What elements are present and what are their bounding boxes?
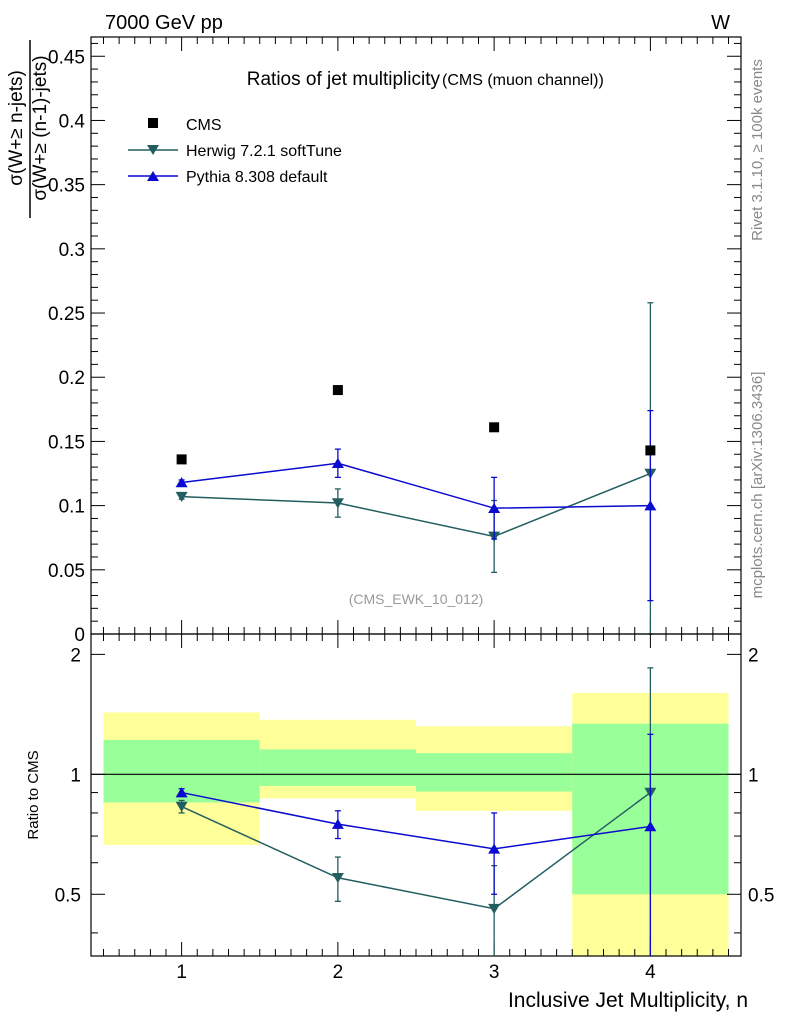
legend-pythia-marker — [147, 171, 159, 181]
legend: CMS Herwig 7.2.1 softTune Pythia 8.308 d… — [128, 117, 342, 186]
main-y-tick-label: 0.45 — [48, 47, 85, 68]
cms-point — [176, 454, 187, 465]
main-y-tick-label: 0.4 — [59, 111, 86, 132]
herwig-ratio-line — [181, 791, 651, 910]
legend-entry-pythia: Pythia 8.308 default — [128, 169, 328, 186]
ratio-y-tick-label-right: 1 — [748, 765, 759, 786]
herwig-point — [331, 498, 344, 509]
main-y-tick-label: 0.25 — [48, 304, 85, 325]
header-process-label: W — [711, 12, 730, 34]
main-y-tick-label: 0.05 — [48, 561, 85, 582]
pythia-ratio-point — [331, 818, 344, 829]
main-panel: 0 0.05 0.1 0.15 0.2 0.25 0.3 0.35 0.4 0.45 — [48, 36, 742, 646]
x-axis-label: Inclusive Jet Multiplicity, n — [508, 989, 748, 1012]
ratio-y-tick-label: 1 — [70, 765, 81, 786]
pythia-point — [175, 477, 188, 488]
pythia-ratio-point — [488, 843, 501, 854]
ratio-y-axis-label: Ratio to CMS — [25, 750, 42, 839]
ratio-y-tick-label-right: 0.5 — [748, 885, 774, 906]
cms-point — [645, 445, 656, 456]
ratio-panel: 1 2 3 4 0.5 0.5 1 1 2 2 — [55, 633, 774, 983]
mcplots-reference-label: mcplots.cern.ch [arXiv:1306.3436] — [749, 372, 766, 599]
pythia-point — [331, 457, 344, 469]
x-tick-label: 1 — [176, 962, 187, 983]
x-tick-label: 4 — [645, 962, 656, 983]
main-y-tick-label: 0 — [74, 625, 85, 646]
pythia-line — [181, 462, 651, 509]
y-label-numerator: σ(W+≥ n-jets) — [6, 70, 27, 186]
main-y-axis-label: σ(W+≥ n-jets) σ(W+≥ (n-1)-jets) — [6, 40, 51, 218]
herwig-line — [181, 472, 651, 538]
chart-title: Ratios of jet multiplicity — [247, 69, 441, 90]
ratio-y-tick-label: 0.5 — [55, 885, 81, 906]
cms-point — [332, 385, 343, 396]
cms-point — [489, 422, 500, 433]
pythia-ratio-point — [644, 821, 657, 832]
x-tick-label: 2 — [333, 962, 344, 983]
herwig-ratio-point — [331, 872, 344, 884]
legend-pythia-label: Pythia 8.308 default — [186, 169, 328, 186]
pythia-point — [644, 500, 657, 511]
ratio-band-inner — [416, 753, 573, 792]
x-tick-label: 3 — [489, 962, 500, 983]
pythia-point — [488, 502, 501, 513]
pythia-ratio-line — [181, 791, 651, 850]
main-y-tick-label: 0.1 — [59, 497, 85, 518]
herwig-point — [175, 491, 188, 503]
legend-entry-cms: CMS — [148, 117, 222, 134]
ratio-band-inner — [259, 749, 416, 786]
pythia-ratio-point — [175, 787, 188, 798]
legend-herwig-label: Herwig 7.2.1 softTune — [186, 143, 342, 160]
legend-cms-marker — [148, 118, 158, 128]
y-label-denominator: σ(W+≥ (n-1)-jets) — [30, 55, 51, 200]
ratio-y-tick-label: 2 — [70, 645, 81, 666]
analysis-watermark: (CMS_EWK_10_012) — [349, 591, 484, 607]
legend-cms-label: CMS — [186, 117, 222, 134]
ratio-y-tick-label-right: 2 — [748, 645, 759, 666]
header-energy-label: 7000 GeV pp — [105, 12, 223, 34]
herwig-ratio-point — [175, 801, 188, 812]
rivet-version-label: Rivet 3.1.10, ≥ 100k events — [749, 59, 766, 241]
main-y-tick-label: 0.15 — [48, 432, 85, 453]
legend-entry-herwig: Herwig 7.2.1 softTune — [128, 143, 342, 160]
main-y-tick-label: 0.35 — [48, 176, 85, 197]
chart-subtitle: (CMS (muon channel)) — [442, 72, 604, 89]
legend-herwig-marker — [147, 145, 159, 155]
main-y-tick-label: 0.2 — [59, 368, 85, 389]
chart-title-group: Ratios of jet multiplicity (CMS (muon ch… — [247, 69, 604, 90]
main-y-tick-label: 0.3 — [59, 240, 85, 261]
herwig-ratio-point — [488, 903, 501, 915]
